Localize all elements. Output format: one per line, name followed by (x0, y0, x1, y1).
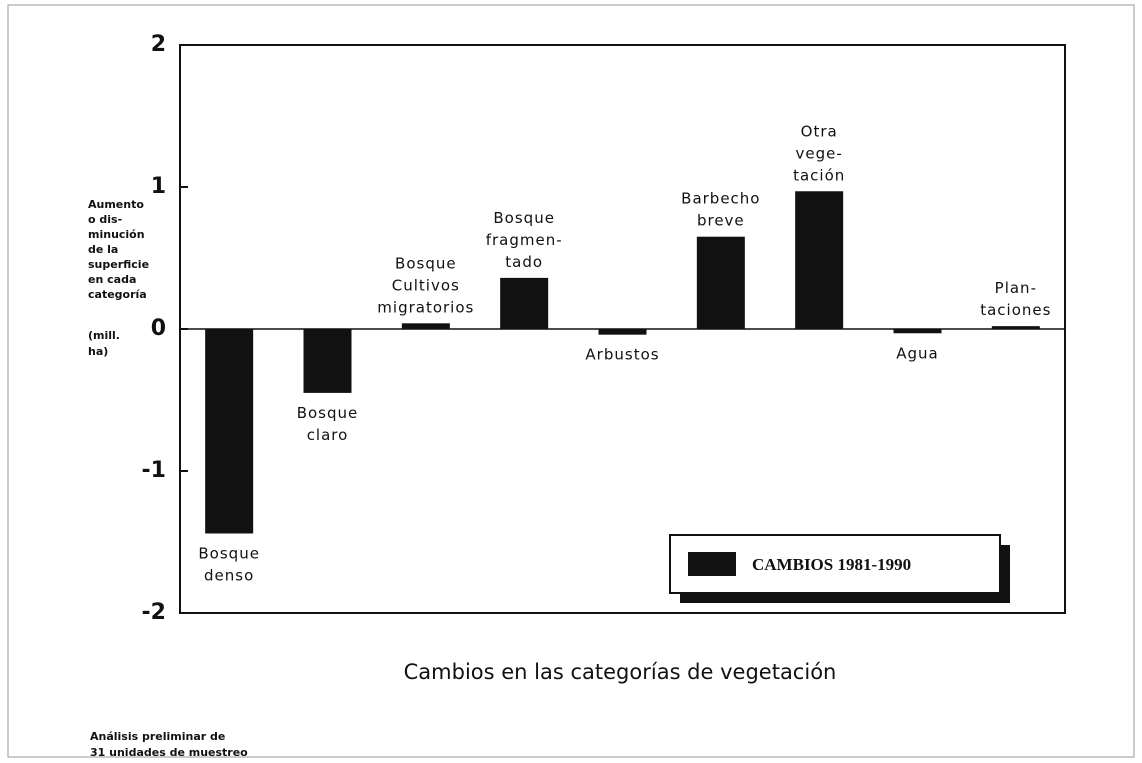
note: Análisis preliminar de (90, 730, 225, 743)
category-label: Bosque Cultivos migratorios (377, 254, 474, 316)
category-label: Otra vege-tación (793, 122, 845, 184)
legend-label: CAMBIOS 1981-1990 (752, 555, 911, 574)
category-label: Barbecho breve (681, 189, 760, 229)
y-axis-title: o dis- (88, 213, 122, 226)
y-axis-unit: ha) (88, 345, 108, 358)
frame (7, 4, 1135, 758)
y-axis-title: de la (88, 243, 118, 256)
category-label: Plan-taciones (980, 279, 1051, 319)
legend-swatch (688, 552, 736, 576)
category-label: Arbustos (585, 345, 659, 363)
y-tick-label: 1 (151, 174, 166, 199)
note: 31 unidades de muestreo (90, 746, 248, 759)
y-axis-title: Aumento (88, 198, 144, 211)
y-axis-title: minución (88, 228, 145, 241)
y-axis-title: superficie (88, 258, 149, 271)
bar (303, 329, 352, 393)
y-tick-label: 2 (151, 32, 166, 57)
y-tick-label: -2 (142, 600, 166, 625)
bar (500, 277, 549, 329)
category-label: Bosque denso (198, 544, 260, 584)
bar (795, 191, 844, 329)
bar (696, 236, 745, 329)
y-axis-title: categoría (88, 288, 147, 301)
y-axis-unit: (mill. (88, 329, 120, 342)
bar (401, 323, 450, 329)
bar (893, 329, 942, 334)
y-axis-title: en cada (88, 273, 136, 286)
y-tick-label: -1 (142, 458, 166, 483)
bar (205, 329, 254, 534)
bar (991, 326, 1040, 329)
x-axis-title: Cambios en las categorías de vegetación (404, 660, 837, 684)
category-label: Agua (896, 344, 938, 362)
category-label: Bosque fragmen-tado (486, 208, 563, 270)
category-label: Bosque claro (297, 403, 359, 443)
bar (598, 329, 647, 335)
y-tick-label: 0 (151, 316, 166, 341)
